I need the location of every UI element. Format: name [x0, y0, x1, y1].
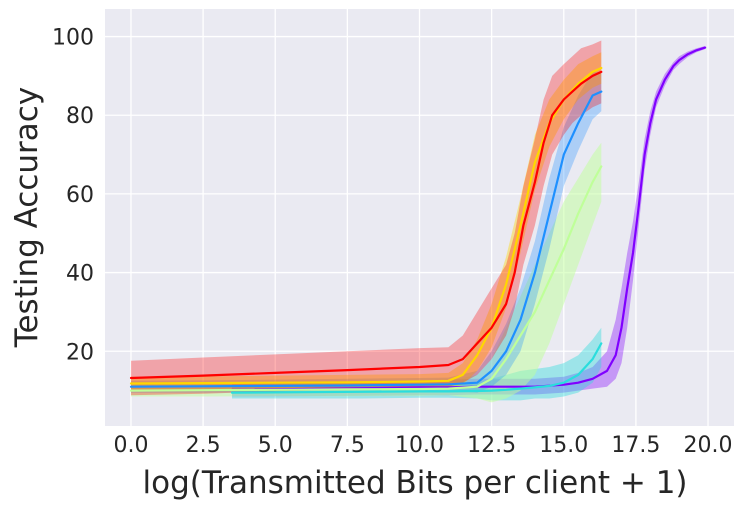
- series-1-line: [230, 342, 603, 394]
- x-axis-label: log(Transmitted Bits per client + 1): [142, 465, 687, 501]
- x-tick-label: 20.0: [684, 433, 733, 458]
- confidence-bands: [131, 40, 706, 403]
- x-tick-label: 5.0: [258, 433, 293, 458]
- y-tick-label: 100: [52, 26, 94, 51]
- x-tick-labels: 0.0 2.5 5.0 7.5 10.0 12.5 15.0 17.5 20.0: [113, 433, 732, 458]
- x-tick-label: 0.0: [113, 433, 148, 458]
- y-tick-label: 80: [66, 104, 94, 129]
- x-tick-label: 7.5: [330, 433, 365, 458]
- y-tick-label: 40: [66, 262, 94, 287]
- series-5-band: [131, 40, 602, 396]
- x-tick-label: 10.0: [395, 433, 444, 458]
- series-lines: [129, 46, 707, 394]
- series-5-line: [129, 70, 603, 380]
- series-3-line: [129, 90, 603, 388]
- y-axis-label: Testing Accuracy: [9, 87, 45, 348]
- x-tick-label: 2.5: [186, 433, 221, 458]
- x-tick-label: 15.0: [539, 433, 588, 458]
- y-tick-label: 60: [66, 183, 94, 208]
- series-2-line: [129, 165, 603, 392]
- y-tick-label: 20: [66, 340, 94, 365]
- x-tick-label: 12.5: [467, 433, 516, 458]
- y-tick-labels: 20 40 60 80 100: [52, 26, 94, 366]
- x-tick-label: 17.5: [611, 433, 660, 458]
